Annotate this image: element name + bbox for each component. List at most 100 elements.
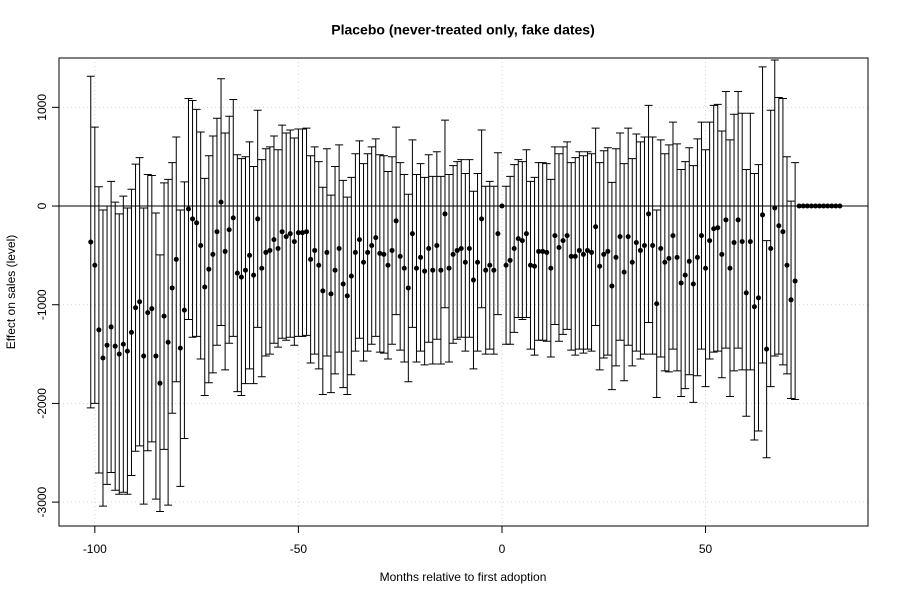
point (515, 236, 521, 242)
point (190, 216, 196, 222)
point (198, 243, 204, 249)
plot-area (59, 58, 868, 526)
x-axis-label: Months relative to first adoption (380, 570, 547, 584)
point (780, 229, 786, 235)
point (434, 243, 440, 249)
point (230, 215, 236, 221)
x-tick-label: -100 (83, 542, 107, 556)
point (271, 237, 277, 243)
point (295, 230, 301, 236)
point (409, 231, 415, 237)
point (483, 267, 489, 273)
point (393, 218, 399, 224)
point (389, 247, 395, 253)
point (255, 216, 261, 222)
point (96, 327, 102, 333)
point (751, 304, 757, 310)
point (438, 267, 444, 273)
point (621, 269, 627, 275)
point (234, 270, 240, 276)
point (491, 267, 497, 273)
point (153, 353, 159, 359)
point (304, 229, 310, 235)
point (487, 262, 493, 268)
point (352, 249, 358, 255)
point (556, 244, 562, 250)
point (788, 297, 794, 303)
point (88, 239, 94, 245)
point (825, 203, 831, 209)
point (727, 265, 733, 271)
point (503, 262, 509, 268)
point (674, 254, 680, 260)
point (124, 348, 130, 354)
point (837, 203, 843, 209)
point (365, 249, 371, 255)
point (694, 254, 700, 260)
point (560, 238, 566, 244)
point (361, 259, 367, 265)
point (532, 263, 538, 269)
point (169, 285, 175, 291)
point (568, 253, 574, 259)
point (120, 341, 126, 347)
point (149, 306, 155, 312)
point (743, 290, 749, 296)
point (422, 268, 428, 274)
y-tick-label: -1000 (35, 289, 49, 320)
point (584, 247, 590, 253)
point (214, 229, 220, 235)
point (308, 256, 314, 262)
point (251, 272, 257, 278)
point (316, 262, 322, 268)
point (654, 301, 660, 307)
point (711, 226, 717, 232)
point (715, 225, 721, 231)
point (829, 203, 835, 209)
point (625, 234, 631, 240)
x-tick-label: 50 (699, 542, 713, 556)
point (682, 272, 688, 278)
point (772, 205, 778, 211)
point (157, 380, 163, 386)
point (650, 243, 656, 249)
point (723, 217, 729, 223)
point (495, 231, 501, 237)
point (833, 203, 839, 209)
point (804, 203, 810, 209)
point (275, 245, 281, 251)
point (698, 233, 704, 239)
point (703, 265, 709, 271)
point (128, 329, 134, 335)
point (523, 231, 529, 237)
point (536, 248, 542, 254)
point (519, 238, 525, 244)
y-tick-label: 1000 (35, 94, 49, 121)
point (344, 293, 350, 299)
point (454, 247, 460, 253)
point (108, 324, 114, 330)
point (320, 288, 326, 294)
point (601, 251, 607, 257)
point (145, 310, 151, 316)
point (446, 265, 452, 271)
point (796, 203, 802, 209)
point (821, 203, 827, 209)
point (373, 235, 379, 241)
point (312, 247, 318, 253)
point (613, 254, 619, 260)
point (161, 313, 167, 319)
point (552, 233, 558, 239)
point (324, 249, 330, 255)
point (658, 245, 664, 251)
point (194, 220, 200, 226)
point (670, 233, 676, 239)
point (527, 262, 533, 268)
point (731, 240, 737, 246)
point (210, 251, 216, 257)
point (755, 295, 761, 301)
point (92, 262, 98, 268)
point (299, 230, 305, 236)
point (381, 251, 387, 257)
point (629, 259, 635, 265)
